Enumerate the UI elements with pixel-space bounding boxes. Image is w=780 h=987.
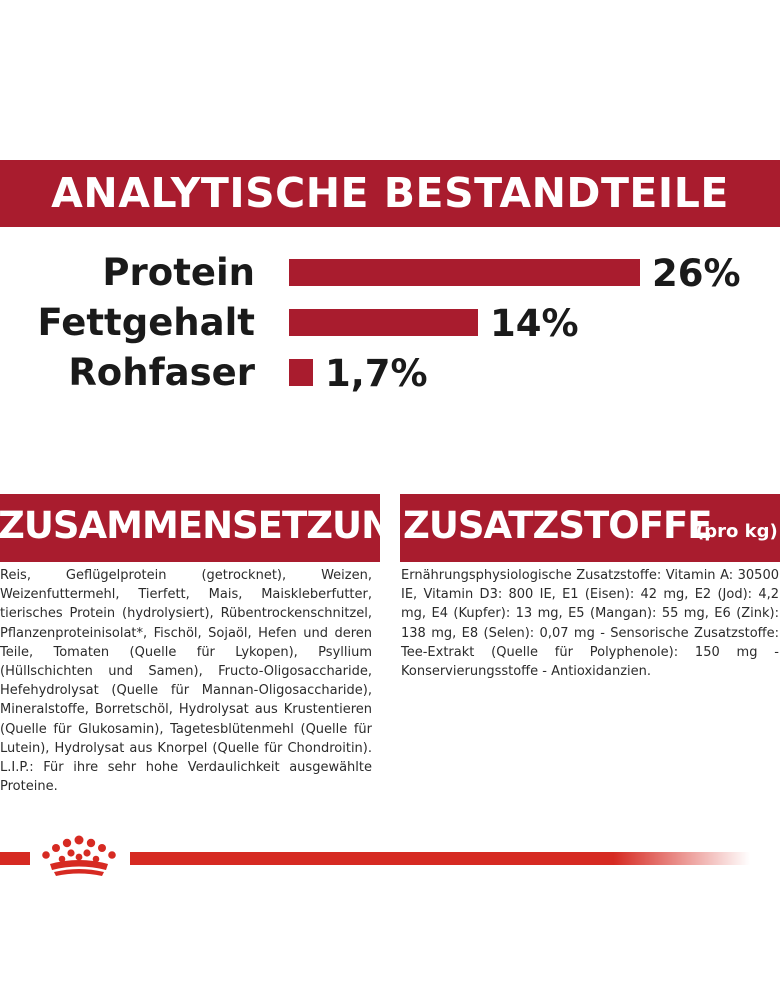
footer-line-left — [0, 852, 30, 865]
bar-rohfaser — [289, 359, 313, 386]
value-label-protein: 26% — [652, 252, 741, 295]
page-title: ANALYTISCHE BESTANDTEILE — [51, 169, 729, 217]
analytics-bar-chart: Protein 26% Fettgehalt 14% Rohfaser 1,7% — [37, 251, 741, 395]
category-label-rohfaser: Rohfaser — [68, 351, 255, 394]
value-label-rohfaser: 1,7% — [325, 352, 428, 395]
footer-line — [130, 852, 750, 865]
additives-heading: ZUSATZSTOFFE — [403, 504, 713, 547]
category-label-fettgehalt: Fettgehalt — [37, 301, 255, 344]
additives-heading-band: ZUSATZSTOFFE (pro kg) — [400, 494, 780, 562]
header-band: ANALYTISCHE BESTANDTEILE — [0, 160, 780, 227]
composition-text: Reis, Geflügelprotein (getrocknet), Weiz… — [0, 568, 372, 795]
bar-fettgehalt — [289, 309, 478, 336]
bar-protein — [289, 259, 640, 286]
composition-heading: ZUSAMMENSETZUNG — [0, 504, 380, 547]
additives-text: Ernährungsphysiologische Zusatzstoffe: V… — [401, 568, 779, 680]
composition-heading-band: ZUSAMMENSETZUNG — [0, 494, 380, 562]
category-label-protein: Protein — [102, 251, 255, 294]
additives-heading-unit: (pro kg) — [696, 521, 778, 542]
crown-icon — [36, 834, 122, 878]
value-label-fettgehalt: 14% — [490, 302, 579, 345]
